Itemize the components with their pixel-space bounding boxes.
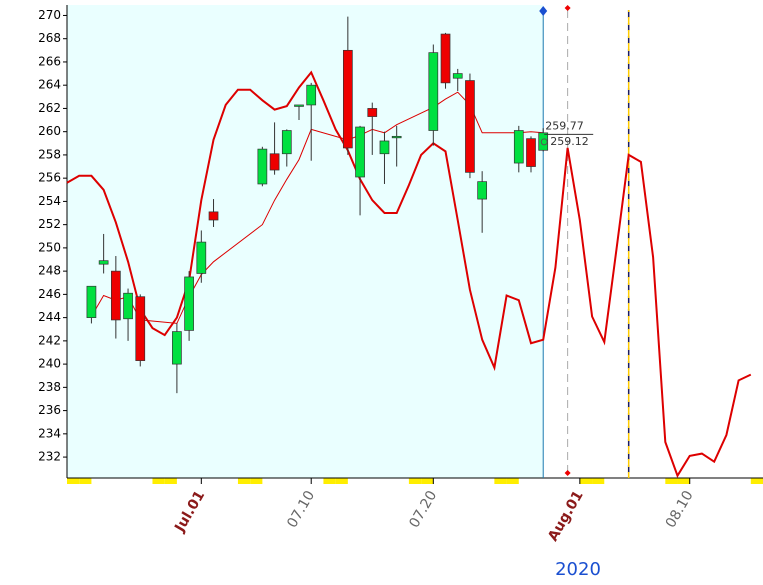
plot-background	[67, 5, 544, 478]
y-tick-label: 260	[38, 124, 61, 138]
y-tick-label: 252	[38, 217, 61, 231]
y-tick-label: 270	[38, 8, 61, 22]
candle-body	[257, 148, 268, 185]
x-tick-label: 07.10	[284, 488, 318, 531]
weekend-marker	[677, 478, 690, 484]
weekend-marker	[335, 478, 348, 484]
y-tick-label: 240	[38, 357, 61, 371]
candle-body	[538, 132, 549, 151]
weekend-marker	[79, 478, 92, 484]
y-tick-label: 262	[38, 101, 61, 115]
weekend-marker	[506, 478, 519, 484]
y-tick-label: 258	[38, 147, 61, 161]
candle-body	[208, 211, 219, 221]
weekend-marker	[237, 478, 251, 484]
weekend-marker	[494, 478, 507, 484]
weekend-marker	[592, 478, 605, 484]
x-tick-label: 08.10	[663, 488, 697, 531]
candle-body	[269, 153, 280, 171]
y-tick-label: 266	[38, 54, 61, 68]
candle-body	[98, 260, 109, 265]
y-tick-label: 242	[38, 333, 61, 347]
year-label: 2020	[555, 559, 601, 580]
candle-body	[379, 140, 390, 155]
candle-body	[196, 241, 207, 274]
candle-body	[513, 130, 524, 164]
x-tick-label: Aug.01	[545, 488, 587, 544]
marker-diamond	[539, 6, 548, 16]
candle-body	[391, 135, 402, 139]
weekend-marker	[164, 478, 177, 484]
candle-body	[86, 285, 97, 318]
y-tick-label: 268	[38, 31, 61, 45]
y-tick-label: 248	[38, 264, 61, 278]
candle-body	[281, 130, 292, 155]
y-tick-label: 256	[38, 171, 61, 185]
weekend-marker	[250, 478, 263, 484]
y-tick-label: 232	[38, 450, 61, 464]
y-tick-label: 254	[38, 194, 61, 208]
candle-body	[526, 138, 536, 167]
candle-body	[110, 270, 121, 321]
candle-body	[367, 108, 378, 117]
weekend-marker	[323, 478, 336, 484]
candle-body	[306, 84, 317, 106]
candle-body	[440, 33, 451, 84]
y-tick-label: 236	[38, 403, 61, 417]
candle-body	[428, 52, 439, 131]
price-label: 259.77	[545, 119, 584, 132]
candle-body	[294, 104, 304, 107]
candle-body	[184, 276, 194, 331]
candle-body	[342, 49, 353, 149]
candle-body	[477, 181, 488, 200]
weekend-marker	[665, 478, 678, 484]
weekend-marker	[421, 478, 434, 484]
candle-body	[123, 292, 133, 320]
line-series	[66, 70, 752, 478]
marker-diamond	[564, 470, 571, 476]
candle-body	[355, 126, 365, 178]
marker-diamond	[564, 5, 571, 11]
weekend-marker	[750, 478, 763, 484]
weekend-marker	[408, 478, 422, 484]
price-marker	[540, 138, 548, 146]
price-label: 259.12	[550, 135, 589, 148]
x-tick-label: 07.20	[406, 488, 440, 531]
y-tick-label: 244	[38, 310, 61, 324]
y-tick-label: 238	[38, 380, 61, 394]
candle-body	[135, 296, 146, 361]
weekend-marker	[67, 478, 80, 484]
y-tick-label: 250	[38, 240, 61, 254]
candle-body	[172, 331, 182, 365]
candle-body	[465, 80, 475, 173]
y-tick-label: 234	[38, 426, 61, 440]
y-tick-label: 264	[38, 78, 61, 92]
candle-body	[452, 73, 463, 79]
weekend-marker	[579, 478, 593, 484]
weekend-marker	[152, 478, 165, 484]
y-tick-label: 246	[38, 287, 61, 301]
x-tick-label: Jul.01	[171, 488, 208, 536]
